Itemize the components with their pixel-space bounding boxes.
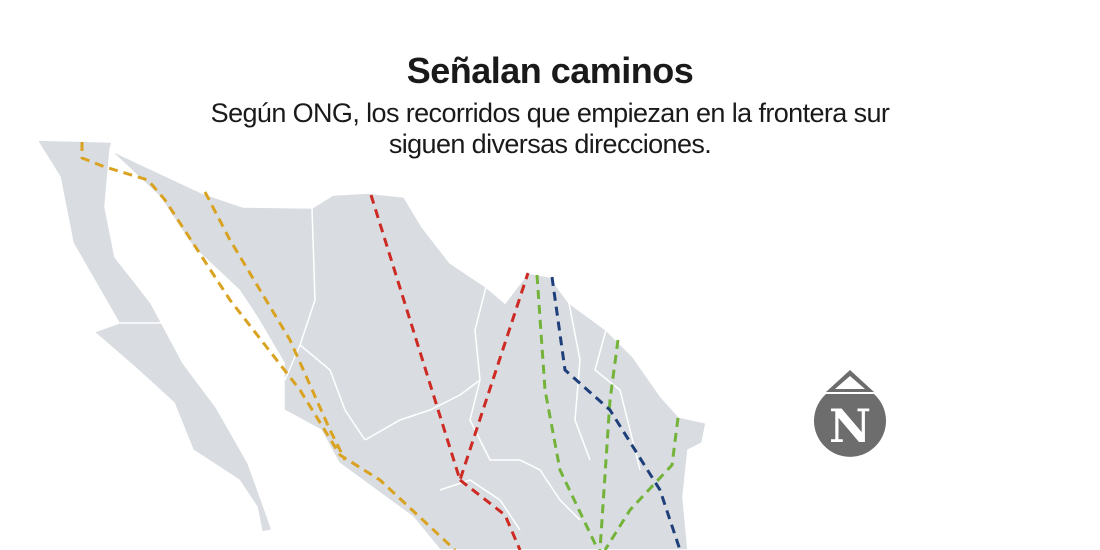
- route-orange-1: [80, 142, 457, 550]
- newspaper-logo: N: [814, 370, 886, 457]
- route-blue: [550, 276, 682, 550]
- route-green-2: [598, 339, 620, 550]
- subtitle: Según ONG, los recorridos que empiezan e…: [0, 98, 1100, 160]
- mainland-mexico: [109, 149, 707, 550]
- baja-california-peninsula: [35, 139, 273, 533]
- state-borders: [120, 207, 641, 531]
- route-orange-2: [203, 191, 347, 461]
- route-green-1: [535, 274, 600, 550]
- route-green-3: [603, 417, 680, 550]
- logo-letter: N: [829, 399, 871, 453]
- page-title: Señalan caminos: [406, 50, 694, 91]
- route-red-south: [459, 478, 522, 550]
- subtitle-line-2: siguen diversas direcciones.: [388, 129, 712, 159]
- route-red: [369, 194, 530, 482]
- subtitle-line-1: Según ONG, los recorridos que empiezan e…: [210, 98, 890, 128]
